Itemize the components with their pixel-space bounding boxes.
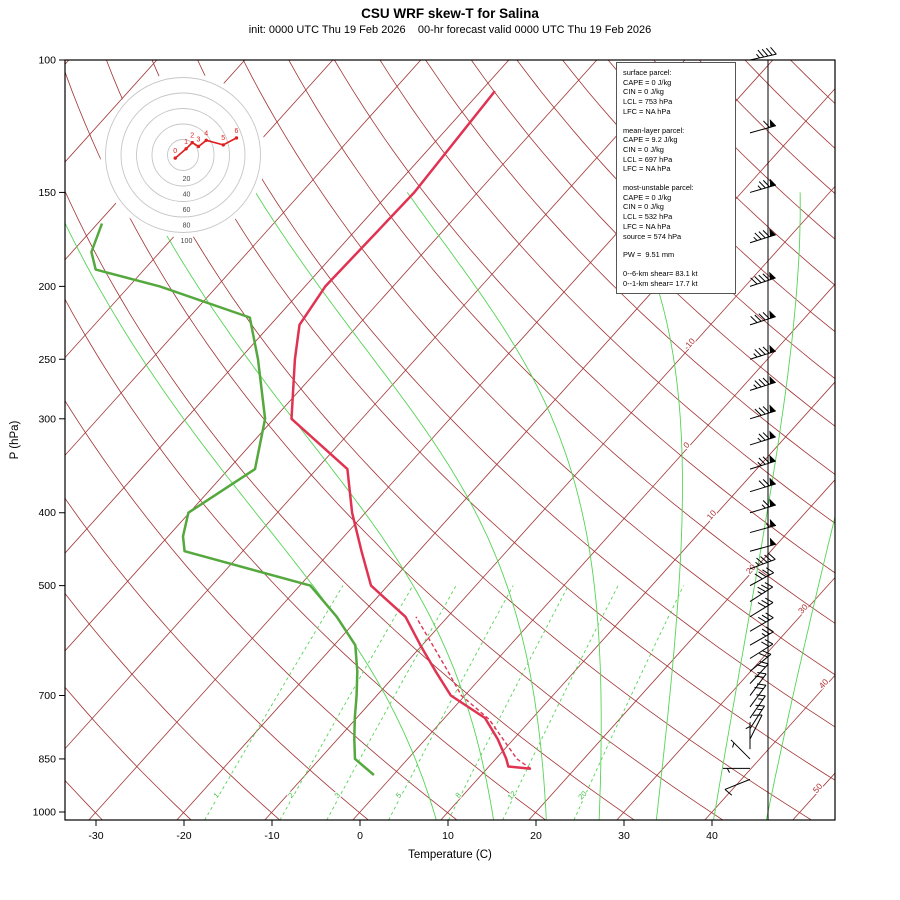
svg-text:20: 20: [183, 176, 191, 183]
svg-text:0: 0: [357, 830, 363, 842]
svg-text:1: 1: [184, 139, 188, 146]
svg-text:-30: -30: [88, 830, 103, 842]
info-line: PW = 9.51 mm: [623, 250, 675, 260]
svg-text:50: 50: [811, 781, 825, 795]
info-box: surface parcel: CAPE = 0 J/kg CIN = 0 J/kg…: [616, 62, 736, 295]
svg-text:3: 3: [197, 136, 201, 143]
svg-text:4: 4: [204, 130, 208, 137]
svg-text:10: 10: [705, 508, 719, 522]
chart-subtitle: init: 0000 UTC Thu 19 Feb 2026 00-hr for…: [248, 24, 652, 36]
svg-text:500: 500: [38, 580, 56, 592]
svg-text:3: 3: [333, 791, 342, 800]
svg-text:6: 6: [234, 128, 238, 135]
y-axis-label: P (hPa): [9, 420, 21, 460]
svg-text:40: 40: [706, 830, 718, 842]
svg-text:40: 40: [817, 677, 831, 691]
svg-text:5: 5: [221, 135, 225, 142]
info-section-title: mean-layer parcel:: [623, 125, 685, 135]
info-line: 0--1-km shear= 17.7 kt: [623, 278, 698, 288]
wind-barbs: [723, 46, 777, 820]
info-line: LCL = 697 hPa: [623, 154, 673, 164]
dewpoint-trace: [90, 223, 375, 776]
svg-text:-10: -10: [681, 336, 697, 352]
temperature-trace: [290, 90, 532, 771]
parcel-trace: [415, 616, 532, 770]
svg-text:80: 80: [183, 223, 191, 230]
info-line: LCL = 753 hPa: [623, 97, 673, 107]
info-line: LCL = 532 hPa: [623, 212, 673, 222]
info-line: LFC = NA hPa: [623, 164, 671, 174]
info-line: CIN = 0 J/kg: [623, 202, 664, 212]
info-line: CAPE = 0 J/kg: [623, 77, 672, 87]
info-line: CAPE = 0 J/kg: [623, 192, 672, 202]
svg-text:850: 850: [38, 753, 56, 765]
x-axis-label: Temperature (C): [408, 849, 492, 861]
svg-text:2: 2: [190, 133, 194, 140]
mixing-ratio-labels: 1 2 3 5 8 12 20: [210, 788, 590, 803]
svg-text:2: 2: [286, 791, 295, 800]
svg-text:1: 1: [211, 791, 220, 800]
info-line: CIN = 0 J/kg: [623, 87, 664, 97]
svg-text:300: 300: [38, 413, 56, 425]
svg-text:1000: 1000: [33, 807, 57, 819]
info-line: source = 574 hPa: [623, 231, 682, 241]
svg-text:0: 0: [173, 148, 177, 155]
svg-text:100: 100: [181, 238, 193, 245]
svg-text:30: 30: [796, 602, 810, 616]
svg-text:10: 10: [442, 830, 454, 842]
svg-text:8: 8: [453, 791, 462, 800]
info-line: CAPE = 9.2 J/kg: [623, 135, 678, 145]
svg-text:150: 150: [38, 187, 56, 199]
svg-text:-10: -10: [264, 830, 279, 842]
svg-text:200: 200: [38, 281, 56, 293]
chart-title: CSU WRF skew-T for Salina: [361, 6, 539, 21]
info-line: LFC = NA hPa: [623, 106, 671, 116]
sounding-traces: [90, 90, 532, 776]
svg-text:-20: -20: [176, 830, 191, 842]
svg-text:40: 40: [183, 192, 191, 199]
svg-text:100: 100: [38, 55, 56, 67]
svg-text:30: 30: [618, 830, 630, 842]
info-line: LFC = NA hPa: [623, 221, 671, 231]
info-line: 0--6-km shear= 83.1 kt: [623, 268, 698, 278]
info-line: CIN = 0 J/kg: [623, 144, 664, 154]
svg-text:400: 400: [38, 507, 56, 519]
info-section-title: surface parcel:: [623, 68, 672, 77]
svg-text:60: 60: [183, 207, 191, 214]
svg-text:250: 250: [38, 354, 56, 366]
svg-text:700: 700: [38, 690, 56, 702]
svg-text:20: 20: [530, 830, 542, 842]
info-section-title: most-unstable parcel:: [623, 183, 694, 193]
svg-text:5: 5: [394, 791, 403, 800]
